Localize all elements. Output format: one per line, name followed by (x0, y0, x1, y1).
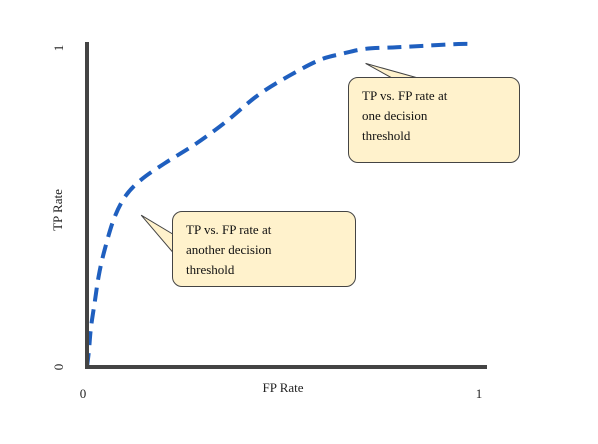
callout-another-threshold: TP vs. FP rate at another decision thres… (172, 211, 356, 287)
x-tick-label-0: 0 (79, 386, 87, 401)
x-axis-label: FP Rate (262, 380, 304, 395)
y-tick-label-0: 0 (51, 363, 66, 371)
callout-tail-1 (140, 214, 177, 258)
y-axis-label: TP Rate (50, 189, 65, 231)
callout-tail-0 (365, 62, 419, 79)
callout-one-threshold: TP vs. FP rate at one decision threshold (348, 77, 520, 163)
callout-one-threshold-text: TP vs. FP rate at one decision threshold (362, 88, 448, 143)
roc-curve-layer (85, 41, 475, 368)
y-tick-label-1: 1 (51, 44, 66, 52)
roc-curve-line-0 (85, 41, 475, 368)
x-tick-label-1: 1 (475, 386, 483, 401)
callout-another-threshold-text: TP vs. FP rate at another decision thres… (186, 222, 272, 277)
